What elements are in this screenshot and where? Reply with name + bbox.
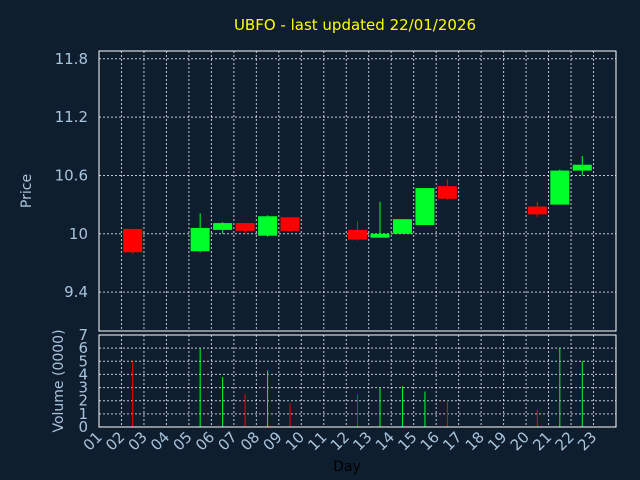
price-y-tick-label: 11.2 <box>55 108 88 126</box>
candle-body <box>527 206 547 215</box>
candle-body <box>190 227 210 252</box>
candle-body <box>550 170 570 205</box>
volume-y-tick-label: 7 <box>78 326 88 344</box>
volume-y-tick-label: 4 <box>78 365 88 383</box>
volume-axis-label: Volume (0000) <box>51 329 67 432</box>
candle-body <box>572 164 592 171</box>
volume-y-tick-label: 5 <box>78 352 88 370</box>
price-y-tick-label: 11.8 <box>55 50 88 68</box>
volume-y-tick-label: 0 <box>78 418 88 436</box>
candle-body <box>415 188 435 226</box>
chart-title: UBFO - last updated 22/01/2026 <box>234 16 476 34</box>
price-y-tick-label: 10 <box>69 225 88 243</box>
volume-y-tick-label: 1 <box>78 405 88 423</box>
candle-body <box>370 233 390 238</box>
candle-body <box>280 217 300 231</box>
candle-body <box>348 229 367 240</box>
price-y-ticks: 11.8 11.2 10.6 10 9.4 <box>55 50 88 301</box>
volume-y-tick-label: 2 <box>78 392 88 410</box>
price-y-tick-label: 9.4 <box>64 283 88 301</box>
candle-body <box>235 223 255 231</box>
volume-y-tick-label: 6 <box>78 339 88 357</box>
candles <box>123 156 592 255</box>
volume-y-tick-label: 3 <box>78 379 88 397</box>
x-axis-label: Day <box>333 459 361 475</box>
candle-body <box>213 223 233 230</box>
price-grid <box>99 51 616 331</box>
volume-grid <box>99 334 616 428</box>
price-panel-frame <box>98 50 617 332</box>
price-axis-label: Price <box>19 174 35 208</box>
candle-body <box>437 186 457 199</box>
x-ticks: 0102030405060708091011121314151617181920… <box>80 428 601 454</box>
candle-body <box>123 228 143 253</box>
candle-body <box>258 216 278 236</box>
volume-bars <box>132 348 583 427</box>
candle-body <box>392 219 412 234</box>
volume-panel-frame <box>98 334 617 428</box>
price-y-tick-label: 10.6 <box>55 166 88 184</box>
